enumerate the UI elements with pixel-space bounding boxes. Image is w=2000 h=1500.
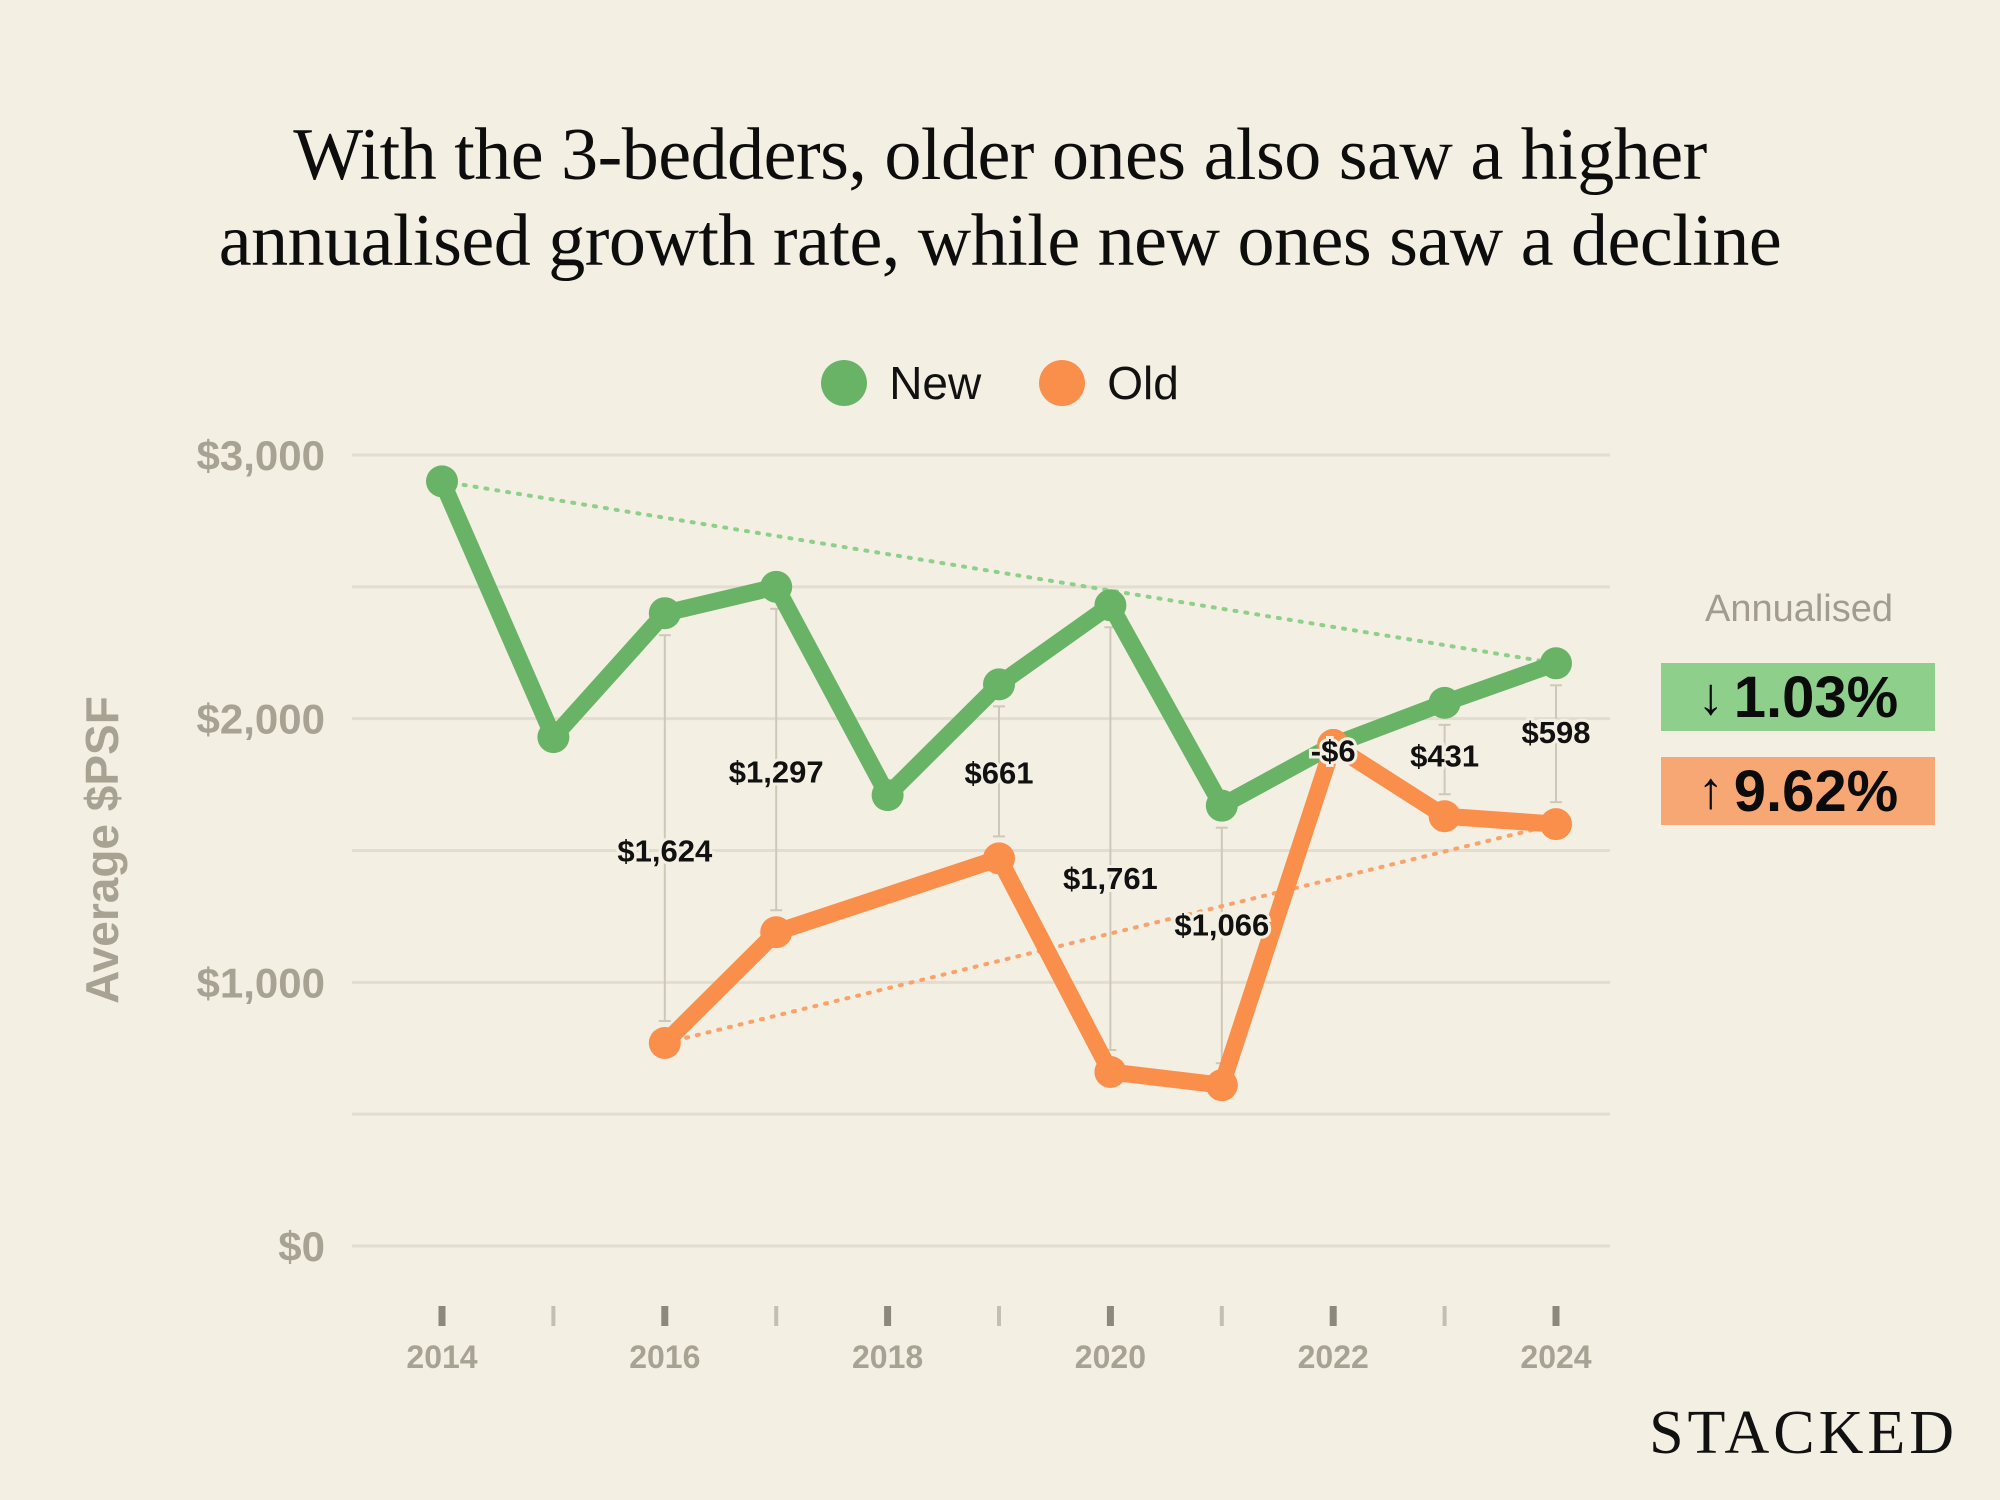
gap-label: $431 [1410,739,1479,774]
data-point-new [871,779,904,812]
gap-label: $1,297 [729,754,824,789]
chart-title: With the 3-bedders, older ones also saw … [0,112,2000,284]
gap-label: $598 [1522,715,1591,750]
gap-label: $1,624 [617,834,713,869]
x-tick-label: 2018 [852,1339,923,1375]
data-point-old [1094,1055,1127,1088]
annualised-old-badge: ↑ 9.62% [1661,757,1935,825]
data-point-new [537,721,570,754]
trend-line-new [440,479,1558,666]
annualised-new-badge: ↓ 1.03% [1661,663,1935,731]
y-tick-label: $2,000 [197,696,325,743]
data-point-old [1317,729,1350,762]
gap-label: -$6 [1311,733,1356,768]
chart-title-line-1: With the 3-bedders, older ones also saw … [293,114,1707,196]
data-point-new [760,570,793,603]
annualised-new-value: 1.03% [1733,664,1899,730]
annualised-title: Annualised [1704,588,1894,630]
x-tick-label: 2020 [1075,1339,1146,1375]
brand-logo: STACKED [1649,1399,1958,1467]
data-point-new [1428,686,1461,719]
gap-label: $1,761 [1063,861,1158,896]
legend-item-new: New [821,356,981,410]
x-tick-label: 2022 [1298,1339,1369,1375]
arrow-down-icon: ↓ [1697,668,1724,726]
data-point-new [1094,589,1127,622]
x-tick-label: 2014 [406,1339,477,1375]
legend-label-new: New [889,357,982,409]
trend-line-old [662,822,1558,1045]
data-point-old [983,842,1015,875]
series-line-old [656,736,1565,1094]
data-point-new [1540,647,1572,680]
data-point-new [648,597,681,630]
data-point-old [648,1026,681,1059]
data-point-old [1540,808,1572,841]
data-point-new [426,465,458,498]
arrow-up-icon: ↑ [1697,762,1724,820]
data-point-old [1205,1069,1238,1102]
legend-label-old: Old [1107,357,1179,409]
data-point-old [760,916,793,949]
gap-label: $661 [965,756,1034,791]
legend-swatch-old [1039,360,1086,406]
y-axis-title: Average $PSF [76,696,128,1004]
chart-legend: New Old [0,356,2000,410]
annualised-old-value: 9.62% [1733,758,1899,824]
chart-title-line-2: annualised growth rate, while new ones s… [218,200,1782,282]
x-tick-label: 2016 [629,1339,700,1375]
data-point-new [1205,789,1238,822]
data-point-old [1428,800,1461,833]
y-tick-label: $0 [278,1223,325,1270]
data-point-new [983,668,1015,701]
y-tick-label: $3,000 [197,432,325,479]
y-tick-label: $1,000 [197,959,325,1006]
gap-label: $1,066 [1174,907,1269,942]
x-tick-label: 2024 [1520,1339,1591,1375]
legend-item-old: Old [1039,356,1179,410]
legend-swatch-new [821,360,868,406]
